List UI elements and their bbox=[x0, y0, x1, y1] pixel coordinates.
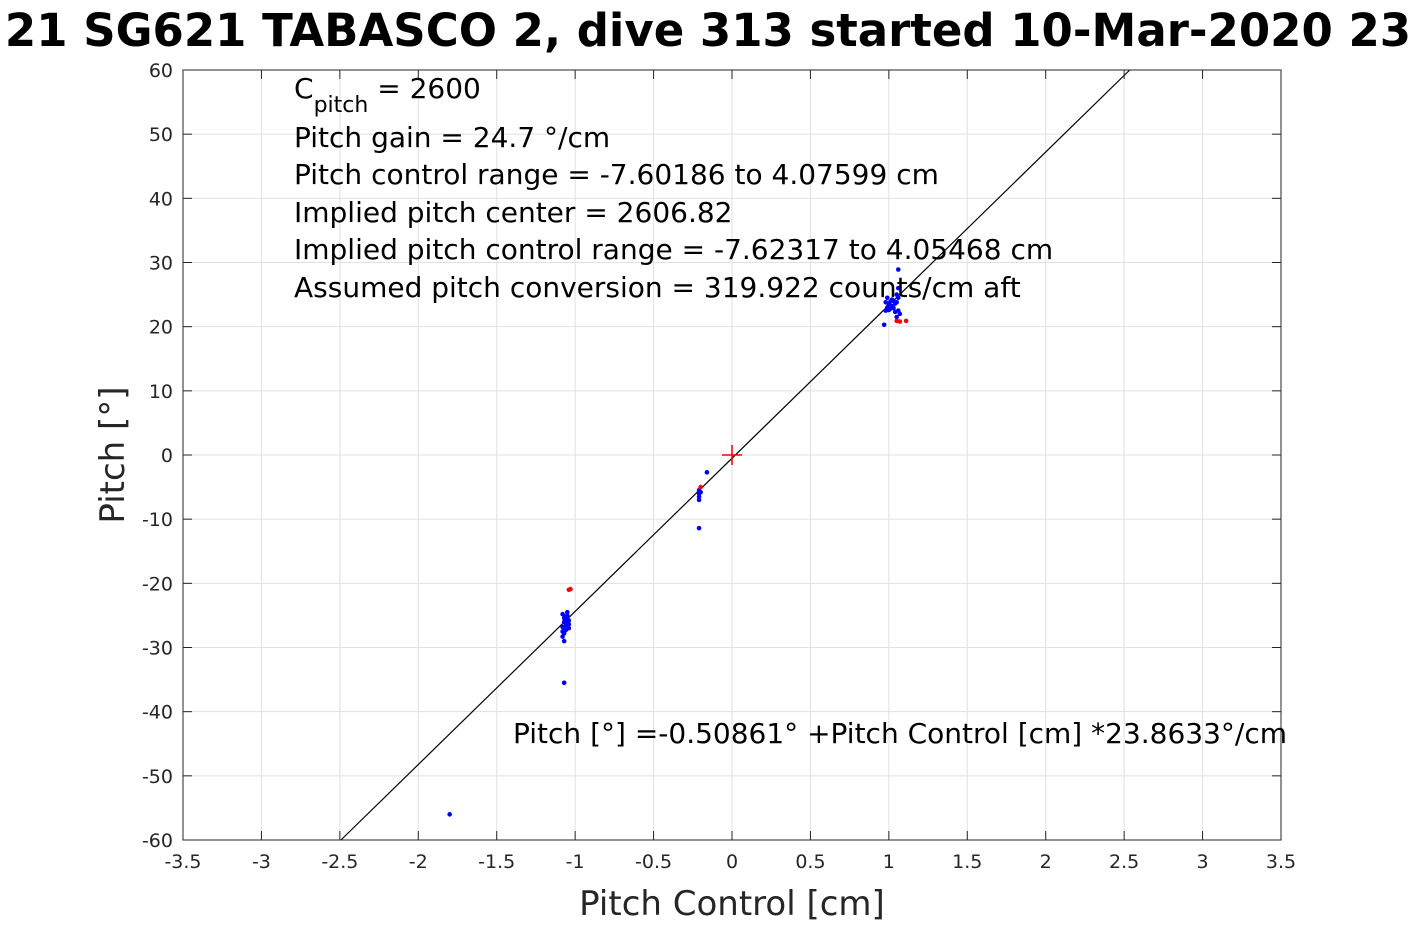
x-tick-label: 2.5 bbox=[1109, 851, 1139, 873]
data-point bbox=[891, 305, 896, 311]
data-point bbox=[704, 470, 710, 475]
chart-title: 21 SG621 TABASCO 2, dive 313 started 10-… bbox=[5, 4, 1411, 57]
data-point bbox=[696, 494, 702, 500]
data-point bbox=[884, 295, 890, 301]
y-axis-ticks: -60 -50 -40 -30 -20 -10 0 10 20 30 40 50 60 bbox=[142, 60, 1281, 852]
annotation-c-pitch: Cpitch = 2600 bbox=[294, 72, 481, 118]
data-point bbox=[560, 634, 565, 639]
data-point bbox=[566, 587, 572, 593]
data-point bbox=[897, 319, 903, 324]
x-tick-label: 3.5 bbox=[1266, 851, 1296, 873]
data-point bbox=[563, 623, 569, 628]
y-tick-label: 10 bbox=[149, 381, 173, 403]
annotation-implied-control-range: Implied pitch control range = -7.62317 t… bbox=[294, 233, 1053, 266]
data-point bbox=[892, 301, 898, 306]
y-tick-label: 30 bbox=[149, 253, 173, 275]
data-point bbox=[566, 625, 572, 631]
c-pitch-symbol: C bbox=[294, 72, 314, 105]
data-point bbox=[894, 314, 899, 320]
data-point bbox=[894, 292, 899, 297]
data-point bbox=[888, 299, 893, 304]
data-point bbox=[883, 299, 889, 305]
y-tick-label: 60 bbox=[149, 60, 173, 82]
data-point bbox=[895, 267, 901, 272]
data-point bbox=[903, 318, 909, 324]
annotation-block: Cpitch = 2600 Pitch gain = 24.7 °/cm Pit… bbox=[294, 72, 1287, 750]
grid-lines bbox=[183, 70, 1281, 840]
x-tick-label: 1 bbox=[883, 851, 895, 873]
data-point bbox=[895, 285, 901, 291]
c-pitch-subscript: pitch bbox=[314, 93, 369, 118]
data-point bbox=[698, 484, 703, 490]
x-tick-label: 3 bbox=[1197, 851, 1209, 873]
x-axis-label: Pitch Control [cm] bbox=[579, 884, 885, 924]
data-point bbox=[565, 613, 570, 618]
x-tick-label: 1.5 bbox=[952, 851, 982, 873]
data-point bbox=[561, 615, 567, 621]
annotation-pitch-conversion: Assumed pitch conversion = 319.922 count… bbox=[294, 271, 1021, 304]
annotation-implied-pitch-center: Implied pitch center = 2606.82 bbox=[294, 196, 732, 229]
annotation-pitch-control-range: Pitch control range = -7.60186 to 4.0759… bbox=[294, 158, 939, 191]
data-point bbox=[561, 680, 567, 686]
data-point bbox=[696, 497, 702, 503]
data-point bbox=[696, 525, 702, 531]
x-tick-label: -3 bbox=[252, 851, 271, 873]
y-tick-label: -50 bbox=[142, 766, 173, 788]
x-tick-label: 2 bbox=[1040, 851, 1052, 873]
fit-equation: Pitch [°] =-0.50861° +Pitch Control [cm]… bbox=[513, 717, 1287, 750]
data-point bbox=[447, 812, 452, 817]
data-point bbox=[561, 638, 567, 644]
y-tick-label: 40 bbox=[149, 188, 173, 210]
x-tick-label: -2.5 bbox=[321, 851, 358, 873]
x-axis-ticks: -3.5 -3 -2.5 -2 -1.5 -1 -0.5 0 0.5 1 1.5 2 2.5 3 3.5 bbox=[164, 70, 1296, 873]
data-point bbox=[698, 489, 703, 495]
data-point bbox=[565, 609, 570, 615]
annotation-pitch-gain: Pitch gain = 24.7 °/cm bbox=[294, 121, 610, 154]
y-tick-label: -20 bbox=[142, 573, 173, 595]
data-point bbox=[560, 611, 565, 617]
y-axis-label: Pitch [°] bbox=[93, 386, 133, 523]
data-point bbox=[881, 322, 887, 328]
x-tick-label: -2 bbox=[409, 851, 428, 873]
x-tick-label: 0 bbox=[726, 851, 738, 873]
data-points bbox=[447, 267, 909, 817]
y-tick-label: 20 bbox=[149, 317, 173, 339]
y-tick-label: -10 bbox=[142, 509, 173, 531]
y-tick-label: -30 bbox=[142, 638, 173, 660]
y-tick-label: -60 bbox=[142, 830, 173, 852]
x-tick-label: -1 bbox=[566, 851, 585, 873]
center-marker-layer bbox=[722, 445, 742, 465]
x-tick-label: -1.5 bbox=[478, 851, 515, 873]
x-tick-label: 0.5 bbox=[795, 851, 825, 873]
y-tick-label: 0 bbox=[161, 445, 173, 467]
data-point bbox=[566, 618, 572, 623]
x-tick-label: -0.5 bbox=[635, 851, 672, 873]
y-tick-label: -40 bbox=[142, 702, 173, 724]
c-pitch-value: = 2600 bbox=[368, 72, 481, 105]
data-point bbox=[895, 308, 901, 313]
x-tick-label: -3.5 bbox=[164, 851, 201, 873]
y-tick-label: 50 bbox=[149, 124, 173, 146]
data-point bbox=[560, 629, 565, 634]
data-point bbox=[886, 307, 892, 313]
